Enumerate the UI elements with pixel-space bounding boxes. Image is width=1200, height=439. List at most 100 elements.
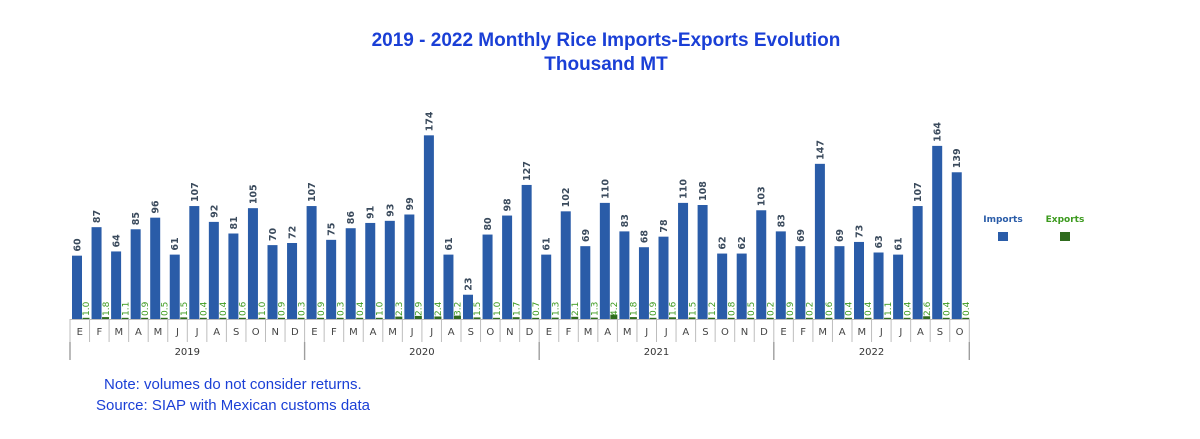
import-bar	[150, 217, 161, 319]
export-bar	[414, 315, 422, 319]
export-value-label: 2.9	[415, 301, 425, 316]
import-bar	[228, 233, 239, 319]
export-value-label: 1.0	[375, 301, 385, 316]
export-bar	[903, 317, 911, 319]
export-value-label: 0.9	[786, 301, 796, 316]
import-bar	[658, 236, 669, 319]
month-tick-label: J	[898, 327, 902, 338]
import-bar	[72, 255, 82, 319]
export-bar	[336, 317, 344, 319]
export-value-label: 0.5	[160, 302, 170, 316]
export-bar	[473, 317, 481, 319]
month-tick-label: D	[760, 327, 768, 338]
export-bar	[258, 317, 266, 319]
export-value-label: 1.0	[82, 301, 92, 316]
export-value-label: 0.4	[845, 301, 855, 316]
import-bar	[854, 241, 864, 319]
month-tick-label: A	[370, 327, 377, 338]
export-value-label: 0.4	[200, 301, 210, 316]
import-bar	[717, 253, 728, 319]
import-value-label: 69	[835, 229, 846, 242]
month-tick-label: E	[780, 327, 786, 338]
note-line: Note: volumes do not consider returns.	[104, 376, 362, 393]
month-tick-label: N	[741, 327, 748, 338]
month-tick-label: J	[664, 327, 668, 338]
import-value-label: 105	[248, 184, 259, 204]
import-bar	[443, 254, 454, 319]
export-bar	[453, 315, 461, 319]
import-bar	[287, 243, 298, 319]
import-bar	[775, 231, 786, 319]
import-bar	[91, 227, 102, 319]
import-value-label: 83	[620, 214, 631, 227]
import-bar	[873, 252, 884, 319]
month-tick-label: O	[956, 327, 964, 338]
import-value-label: 64	[112, 234, 123, 248]
import-value-label: 60	[73, 238, 84, 252]
export-value-label: 1.5	[473, 302, 483, 316]
month-tick-label: M	[154, 327, 163, 338]
import-bar	[463, 294, 473, 319]
month-tick-label: A	[213, 327, 220, 338]
import-value-label: 85	[131, 212, 142, 225]
month-tick-label: J	[644, 327, 648, 338]
month-tick-label: M	[115, 327, 124, 338]
import-value-label: 107	[190, 182, 201, 202]
import-bar	[267, 245, 278, 319]
export-value-label: 1.3	[551, 302, 561, 316]
export-bar	[141, 317, 149, 319]
import-value-label: 92	[209, 205, 220, 218]
export-bar	[180, 317, 188, 319]
month-tick-label: N	[506, 327, 513, 338]
import-value-label: 61	[170, 237, 181, 250]
export-bar	[278, 317, 285, 319]
import-value-label: 72	[288, 226, 299, 239]
import-value-label: 107	[913, 182, 924, 202]
export-value-label: 1.7	[512, 302, 522, 316]
export-value-label: 2.1	[571, 302, 581, 316]
import-bar	[912, 206, 923, 319]
import-value-label: 103	[757, 186, 768, 206]
import-bar	[834, 246, 845, 319]
export-bar	[590, 317, 598, 319]
import-value-label: 68	[639, 230, 650, 244]
import-bar	[521, 184, 532, 319]
import-bar	[678, 202, 689, 319]
import-bar	[130, 229, 141, 319]
export-bar	[434, 316, 442, 319]
legend: Imports Exports	[983, 215, 1084, 241]
import-bar	[208, 221, 219, 319]
bars-layer: 60 1.0 87 1.8 64 1.1 85 0.9 96 0.5 61 1.5 107 0.4 92 0.…	[72, 111, 972, 319]
import-value-label: 61	[894, 237, 905, 250]
import-value-label: 73	[855, 225, 866, 238]
export-value-label: 1.6	[669, 301, 679, 316]
import-bar	[111, 251, 122, 319]
month-tick-label: M	[623, 327, 632, 338]
import-bar	[893, 254, 904, 319]
month-tick-label: E	[311, 327, 317, 338]
export-value-label: 0.8	[727, 301, 737, 316]
export-value-label: 0.2	[806, 302, 816, 316]
import-bar	[189, 206, 200, 319]
month-tick-label: J	[195, 327, 199, 338]
export-value-label: 1.8	[630, 301, 640, 316]
legend-exports-label: Exports	[1046, 215, 1085, 225]
import-value-label: 108	[698, 181, 709, 201]
import-bar	[423, 135, 434, 319]
export-value-label: 1.2	[708, 302, 718, 316]
import-bar	[482, 234, 493, 319]
export-bar	[610, 314, 618, 319]
month-tick-label: S	[937, 327, 943, 338]
year-label: 2020	[409, 347, 434, 358]
import-value-label: 87	[92, 210, 103, 223]
import-value-label: 62	[718, 236, 729, 249]
import-value-label: 86	[346, 211, 357, 225]
import-bar	[756, 210, 767, 319]
export-bar	[825, 317, 833, 319]
import-bar	[345, 228, 356, 319]
year-label: 2019	[175, 347, 200, 358]
month-tick-label: D	[526, 327, 534, 338]
import-value-label: 91	[366, 206, 377, 219]
export-bar	[532, 317, 540, 319]
import-bar	[502, 215, 513, 319]
